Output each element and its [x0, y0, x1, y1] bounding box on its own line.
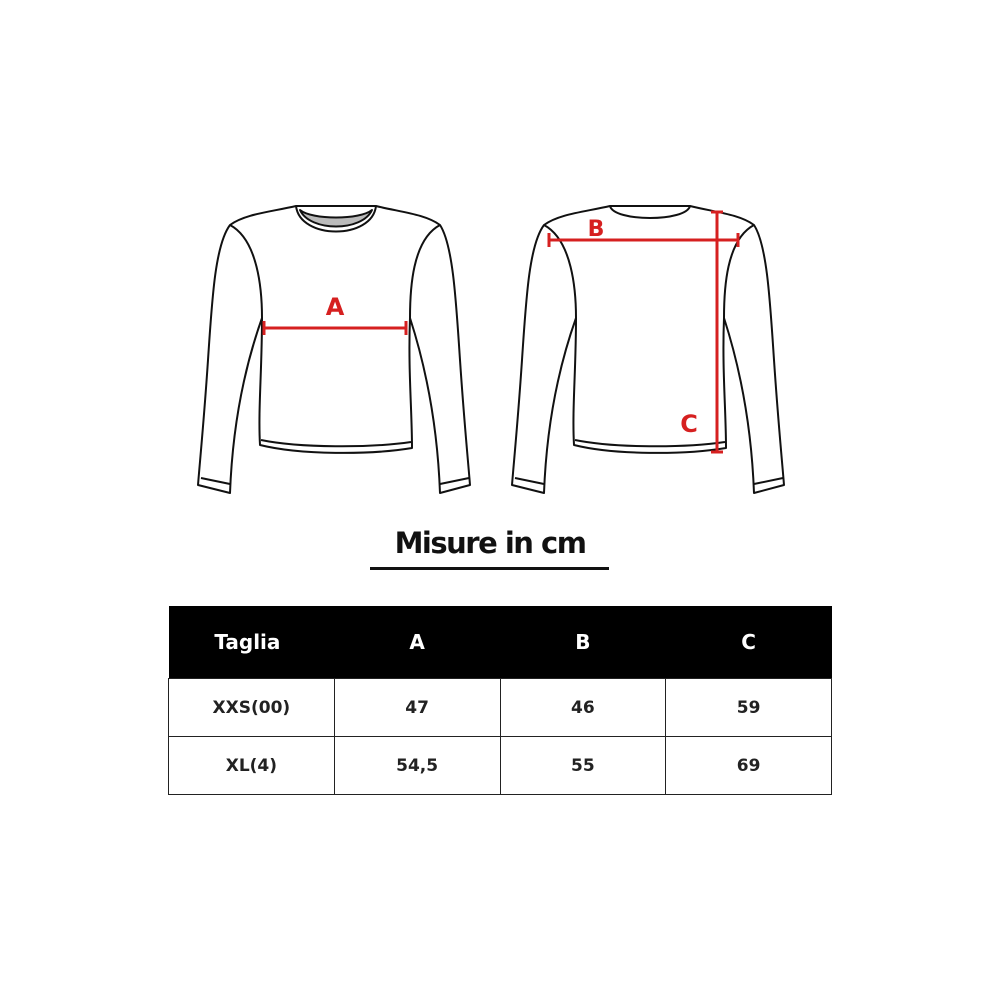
measure-c	[711, 210, 723, 454]
cell-b: 46	[499, 678, 667, 737]
neckline	[609, 205, 691, 219]
header-c: C	[665, 606, 832, 679]
table-row: XL(4) 54,5 55 69	[168, 736, 832, 795]
measure-c-label: C	[680, 410, 698, 438]
table-row: XXS(00) 47 46 59	[168, 678, 832, 737]
hem-stitch	[574, 439, 726, 448]
header-b: B	[500, 606, 666, 679]
cell-size: XL(4)	[168, 736, 335, 795]
cell-c: 59	[665, 678, 832, 737]
sweater-diagram: A B C	[197, 205, 785, 494]
cell-a: 47	[333, 678, 501, 737]
sweater-outline	[197, 205, 471, 494]
neckline	[295, 205, 377, 233]
cuff-stitch	[514, 477, 784, 485]
right-seam	[723, 224, 755, 319]
header-a: A	[334, 606, 500, 679]
sweater-back-drawing	[511, 205, 785, 494]
size-table: Taglia A B C XXS(00) 47 46 59 XL(4) 54,5…	[168, 606, 832, 795]
measure-b	[547, 233, 740, 247]
measure-a-label: A	[326, 293, 345, 321]
measure-b-label: B	[588, 217, 605, 242]
sweater-outline	[511, 205, 785, 494]
hem-stitch	[260, 439, 412, 448]
neck-inner	[299, 209, 373, 228]
measure-a	[262, 321, 408, 335]
left-seam	[229, 224, 263, 319]
cell-a: 54,5	[333, 736, 501, 795]
cell-c: 69	[665, 736, 832, 795]
sweater-front-drawing	[197, 205, 471, 494]
table-header-row: Taglia A B C	[168, 606, 832, 679]
header-size: Taglia	[168, 606, 335, 679]
page-title: Misure in cm	[394, 526, 587, 560]
cell-size: XXS(00)	[168, 678, 335, 737]
title-underline	[370, 567, 609, 570]
left-seam	[543, 224, 577, 319]
cell-b: 55	[499, 736, 667, 795]
cuff-stitch	[200, 477, 470, 485]
right-seam	[409, 224, 441, 319]
